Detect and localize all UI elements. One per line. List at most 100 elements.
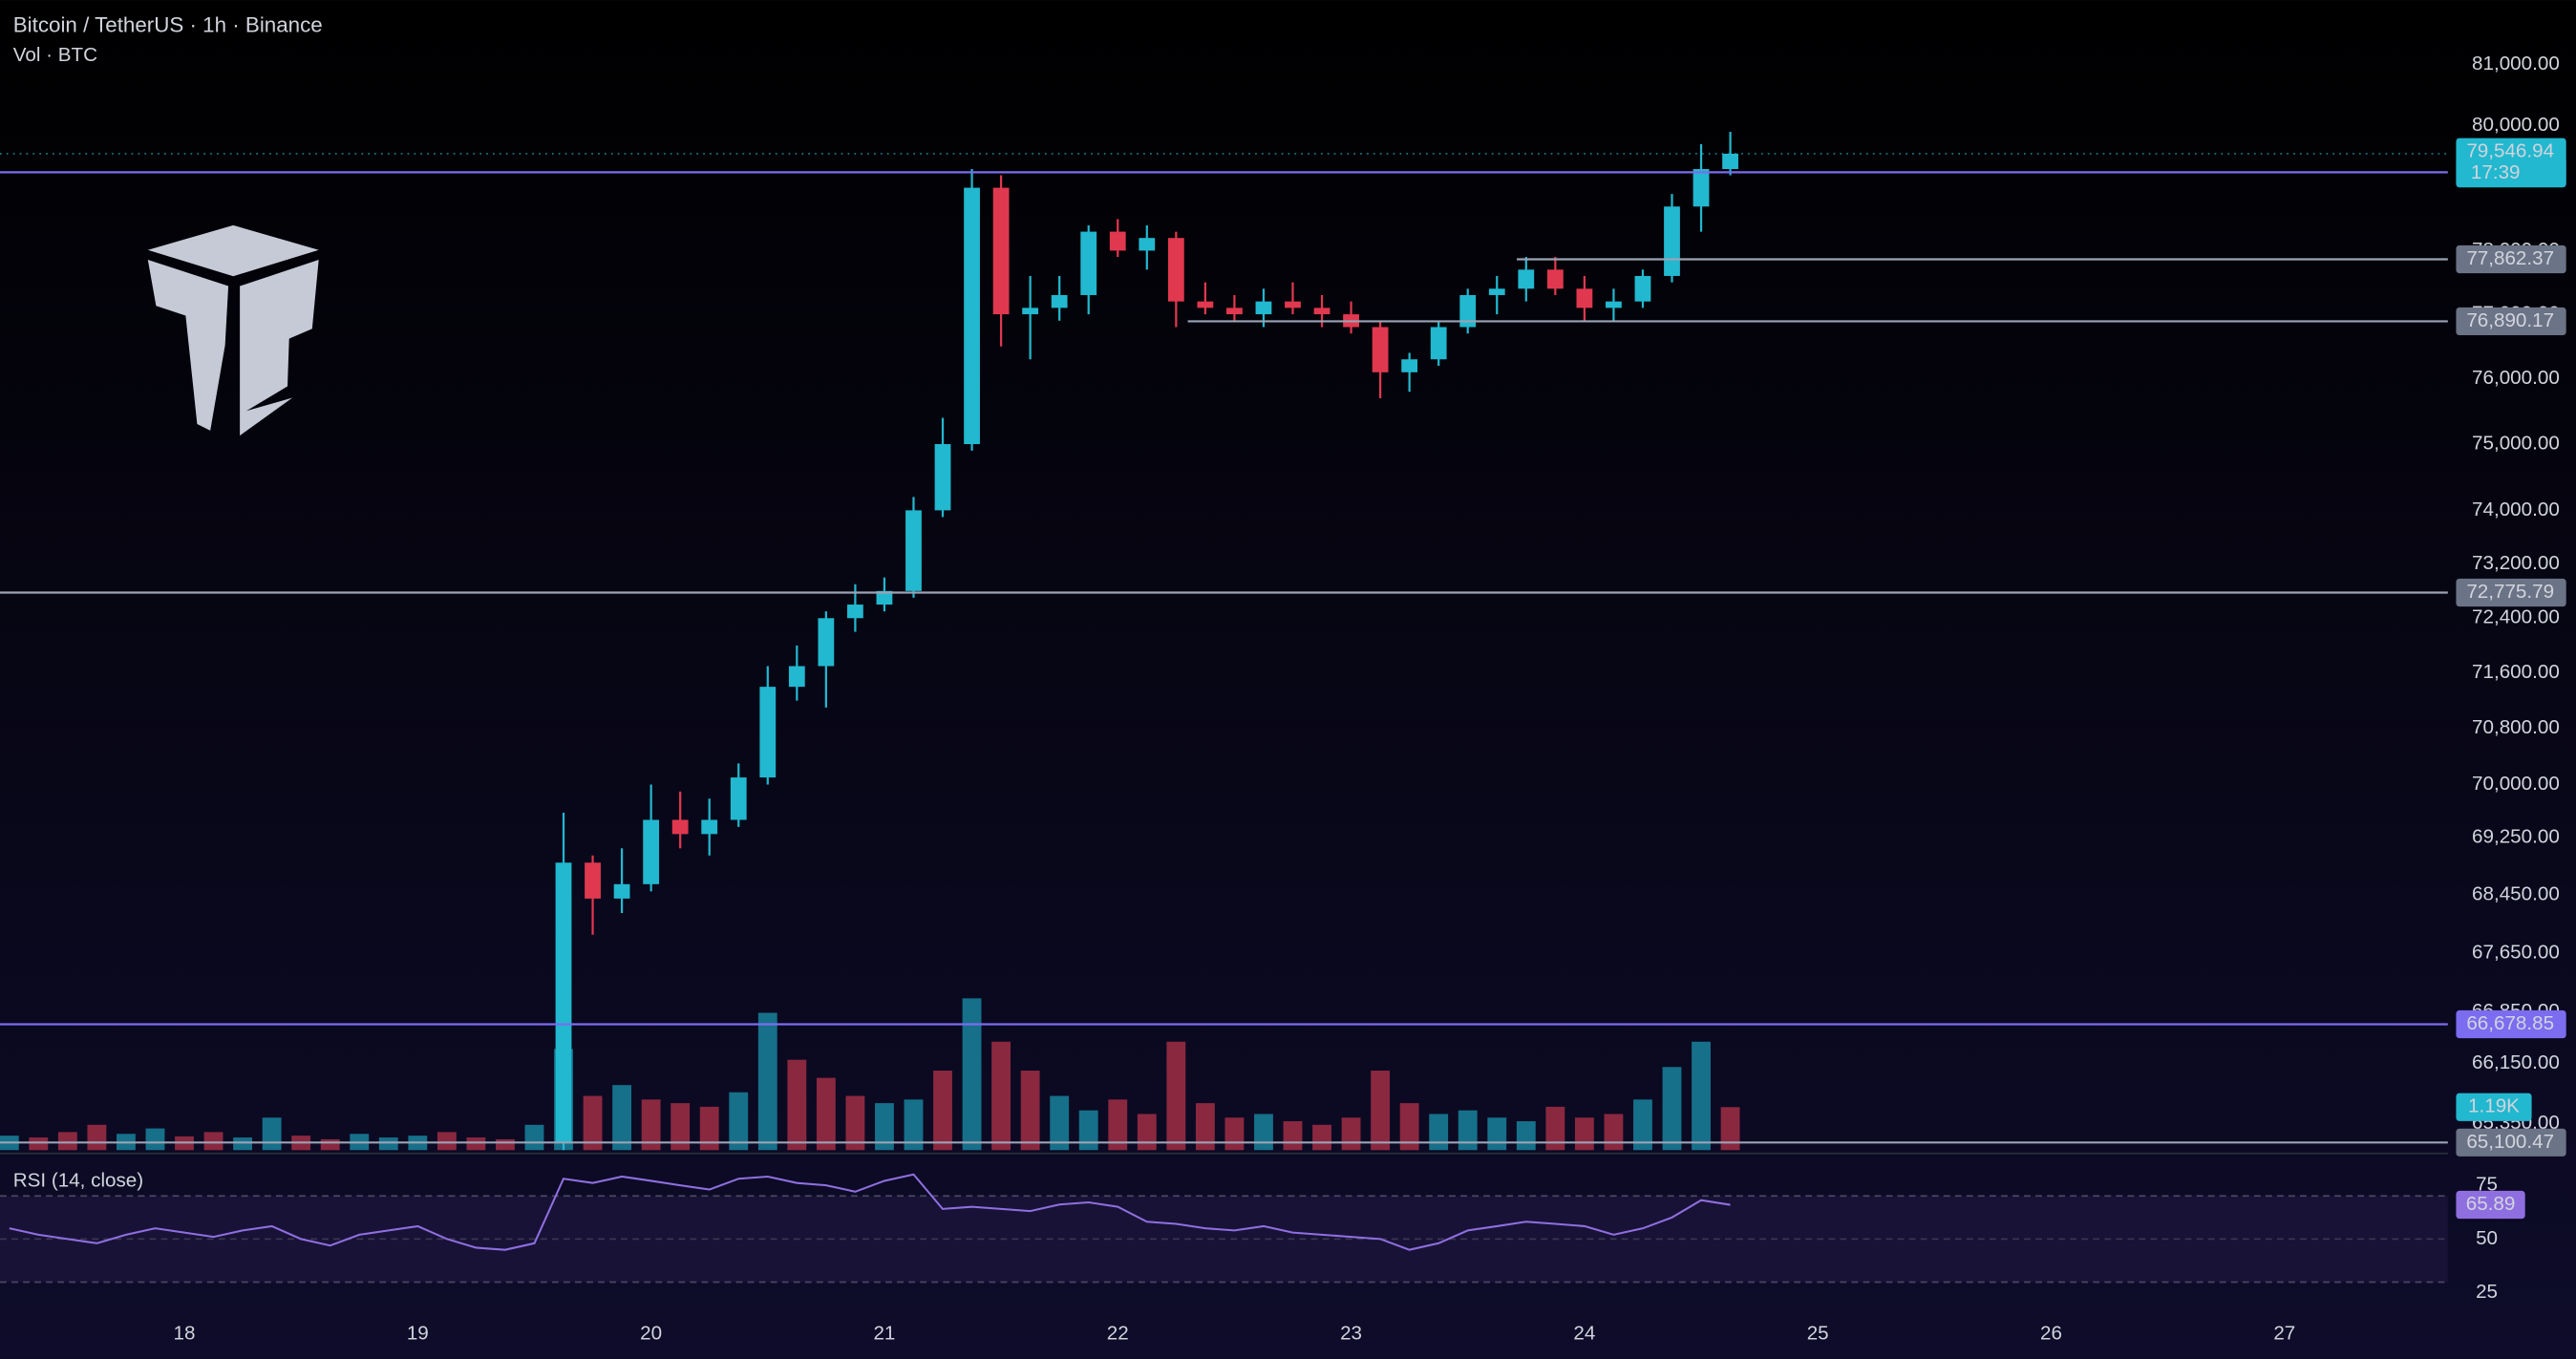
volume-bar — [320, 1138, 340, 1151]
candle-body — [701, 819, 718, 835]
y-tick-label: 68,450.00 — [2472, 883, 2560, 905]
last-price-label-box — [2456, 138, 2566, 188]
volume-label: 1.19K — [2468, 1095, 2520, 1117]
candle-body — [876, 590, 893, 605]
volume-bar — [641, 1099, 661, 1151]
rsi-label-box — [2456, 1190, 2525, 1220]
volume-bar — [1254, 1114, 1273, 1151]
price-line-label-box — [2456, 244, 2566, 274]
x-tick-label: 21 — [873, 1322, 895, 1344]
candle-body — [1080, 231, 1097, 295]
logo-right — [240, 260, 319, 436]
volume-bar — [145, 1128, 165, 1151]
volume-bar — [671, 1103, 691, 1151]
candle-body — [1139, 238, 1156, 251]
volume-bar — [1078, 1110, 1098, 1151]
candle-body — [585, 862, 601, 899]
y-tick-label: 69,250.00 — [2472, 826, 2560, 848]
candle-body — [1576, 288, 1593, 308]
y-tick-label: 71,600.00 — [2472, 661, 2560, 683]
volume-bar — [1108, 1099, 1128, 1151]
volume-bar — [1574, 1117, 1594, 1151]
volume-label-box — [2456, 1093, 2532, 1121]
volume-bar — [991, 1041, 1011, 1151]
volume-bar — [1283, 1121, 1303, 1151]
volume-bar — [203, 1132, 224, 1151]
volume-bar — [1341, 1117, 1361, 1151]
volume-bar — [1166, 1041, 1186, 1151]
volume-bar — [1399, 1103, 1419, 1151]
y-tick-label: 74,000.00 — [2472, 499, 2560, 520]
y-tick-label: 76,000.00 — [2472, 367, 2560, 389]
x-tick-label: 18 — [174, 1322, 196, 1344]
volume-bar — [29, 1137, 49, 1151]
volume-bar — [87, 1124, 107, 1151]
x-tick-label: 25 — [1807, 1322, 1829, 1344]
volume-bar — [962, 998, 982, 1151]
volume-bar — [904, 1099, 924, 1151]
volume-bar — [1633, 1099, 1652, 1151]
candle-body — [1226, 308, 1243, 315]
candle-body — [1606, 301, 1622, 308]
candle-body — [847, 605, 863, 619]
candle-body — [1051, 294, 1068, 308]
candle-body — [1430, 327, 1447, 360]
volume-bar — [1020, 1071, 1040, 1151]
volume-bar — [845, 1095, 865, 1151]
volume-bar — [816, 1077, 836, 1151]
candle-body — [555, 862, 572, 1143]
candle-body — [1372, 327, 1389, 372]
x-tick-label: 19 — [407, 1322, 429, 1344]
candle-body — [1546, 269, 1564, 289]
volume-bar — [583, 1095, 603, 1151]
volume-bar — [1516, 1121, 1536, 1151]
candle-body — [1634, 275, 1651, 302]
candle-body — [759, 687, 777, 778]
candle-body — [1255, 301, 1272, 315]
candle-body — [1722, 153, 1738, 170]
y-tick-label: 72,400.00 — [2472, 606, 2560, 628]
volume-bar — [524, 1124, 544, 1151]
price-pane — [0, 132, 1740, 1151]
volume-bar — [933, 1071, 952, 1151]
rsi-tick-label: 75 — [2476, 1173, 2498, 1195]
candle-body — [1285, 301, 1301, 308]
volume-bar — [1487, 1117, 1507, 1151]
candle-body — [1401, 359, 1418, 372]
candle-body — [1488, 288, 1505, 295]
volume-bar — [612, 1085, 632, 1151]
last-price-label: 79,546.94 — [2466, 140, 2554, 162]
price-line-label: 76,890.17 — [2466, 309, 2554, 331]
volume-bar — [496, 1138, 515, 1151]
candle-body — [613, 883, 630, 899]
candle-body — [964, 187, 980, 445]
volume-bar — [1429, 1114, 1449, 1151]
y-tick-label: 66,150.00 — [2472, 1051, 2560, 1073]
candle-body — [1664, 206, 1680, 276]
logo-top — [147, 224, 319, 277]
candle-body — [992, 187, 1010, 315]
y-tick-label: 73,200.00 — [2472, 552, 2560, 574]
x-tick-label: 20 — [640, 1322, 662, 1344]
volume-bar — [1662, 1067, 1682, 1151]
y-tick-label: 70,800.00 — [2472, 716, 2560, 738]
y-tick-label: 67,650.00 — [2472, 941, 2560, 963]
volume-bar — [1371, 1071, 1391, 1151]
x-tick-label: 24 — [1573, 1322, 1595, 1344]
candle-body — [1197, 301, 1214, 308]
volume-bar — [1545, 1106, 1565, 1151]
y-tick-label: 80,000.00 — [2472, 114, 2560, 136]
candle-body — [730, 777, 747, 820]
volume-bar — [1050, 1095, 1070, 1151]
candle-body — [643, 819, 660, 884]
volume-bar — [378, 1137, 398, 1151]
volume-bar — [233, 1137, 253, 1151]
volume-bar — [757, 1012, 777, 1151]
volume-title: Vol · BTC — [13, 44, 97, 66]
candle-body — [1692, 169, 1710, 207]
symbol-title: Bitcoin / TetherUS · 1h · Binance — [13, 13, 323, 37]
price-line-label: 65,100.47 — [2466, 1131, 2554, 1153]
x-tick-label: 27 — [2273, 1322, 2295, 1344]
